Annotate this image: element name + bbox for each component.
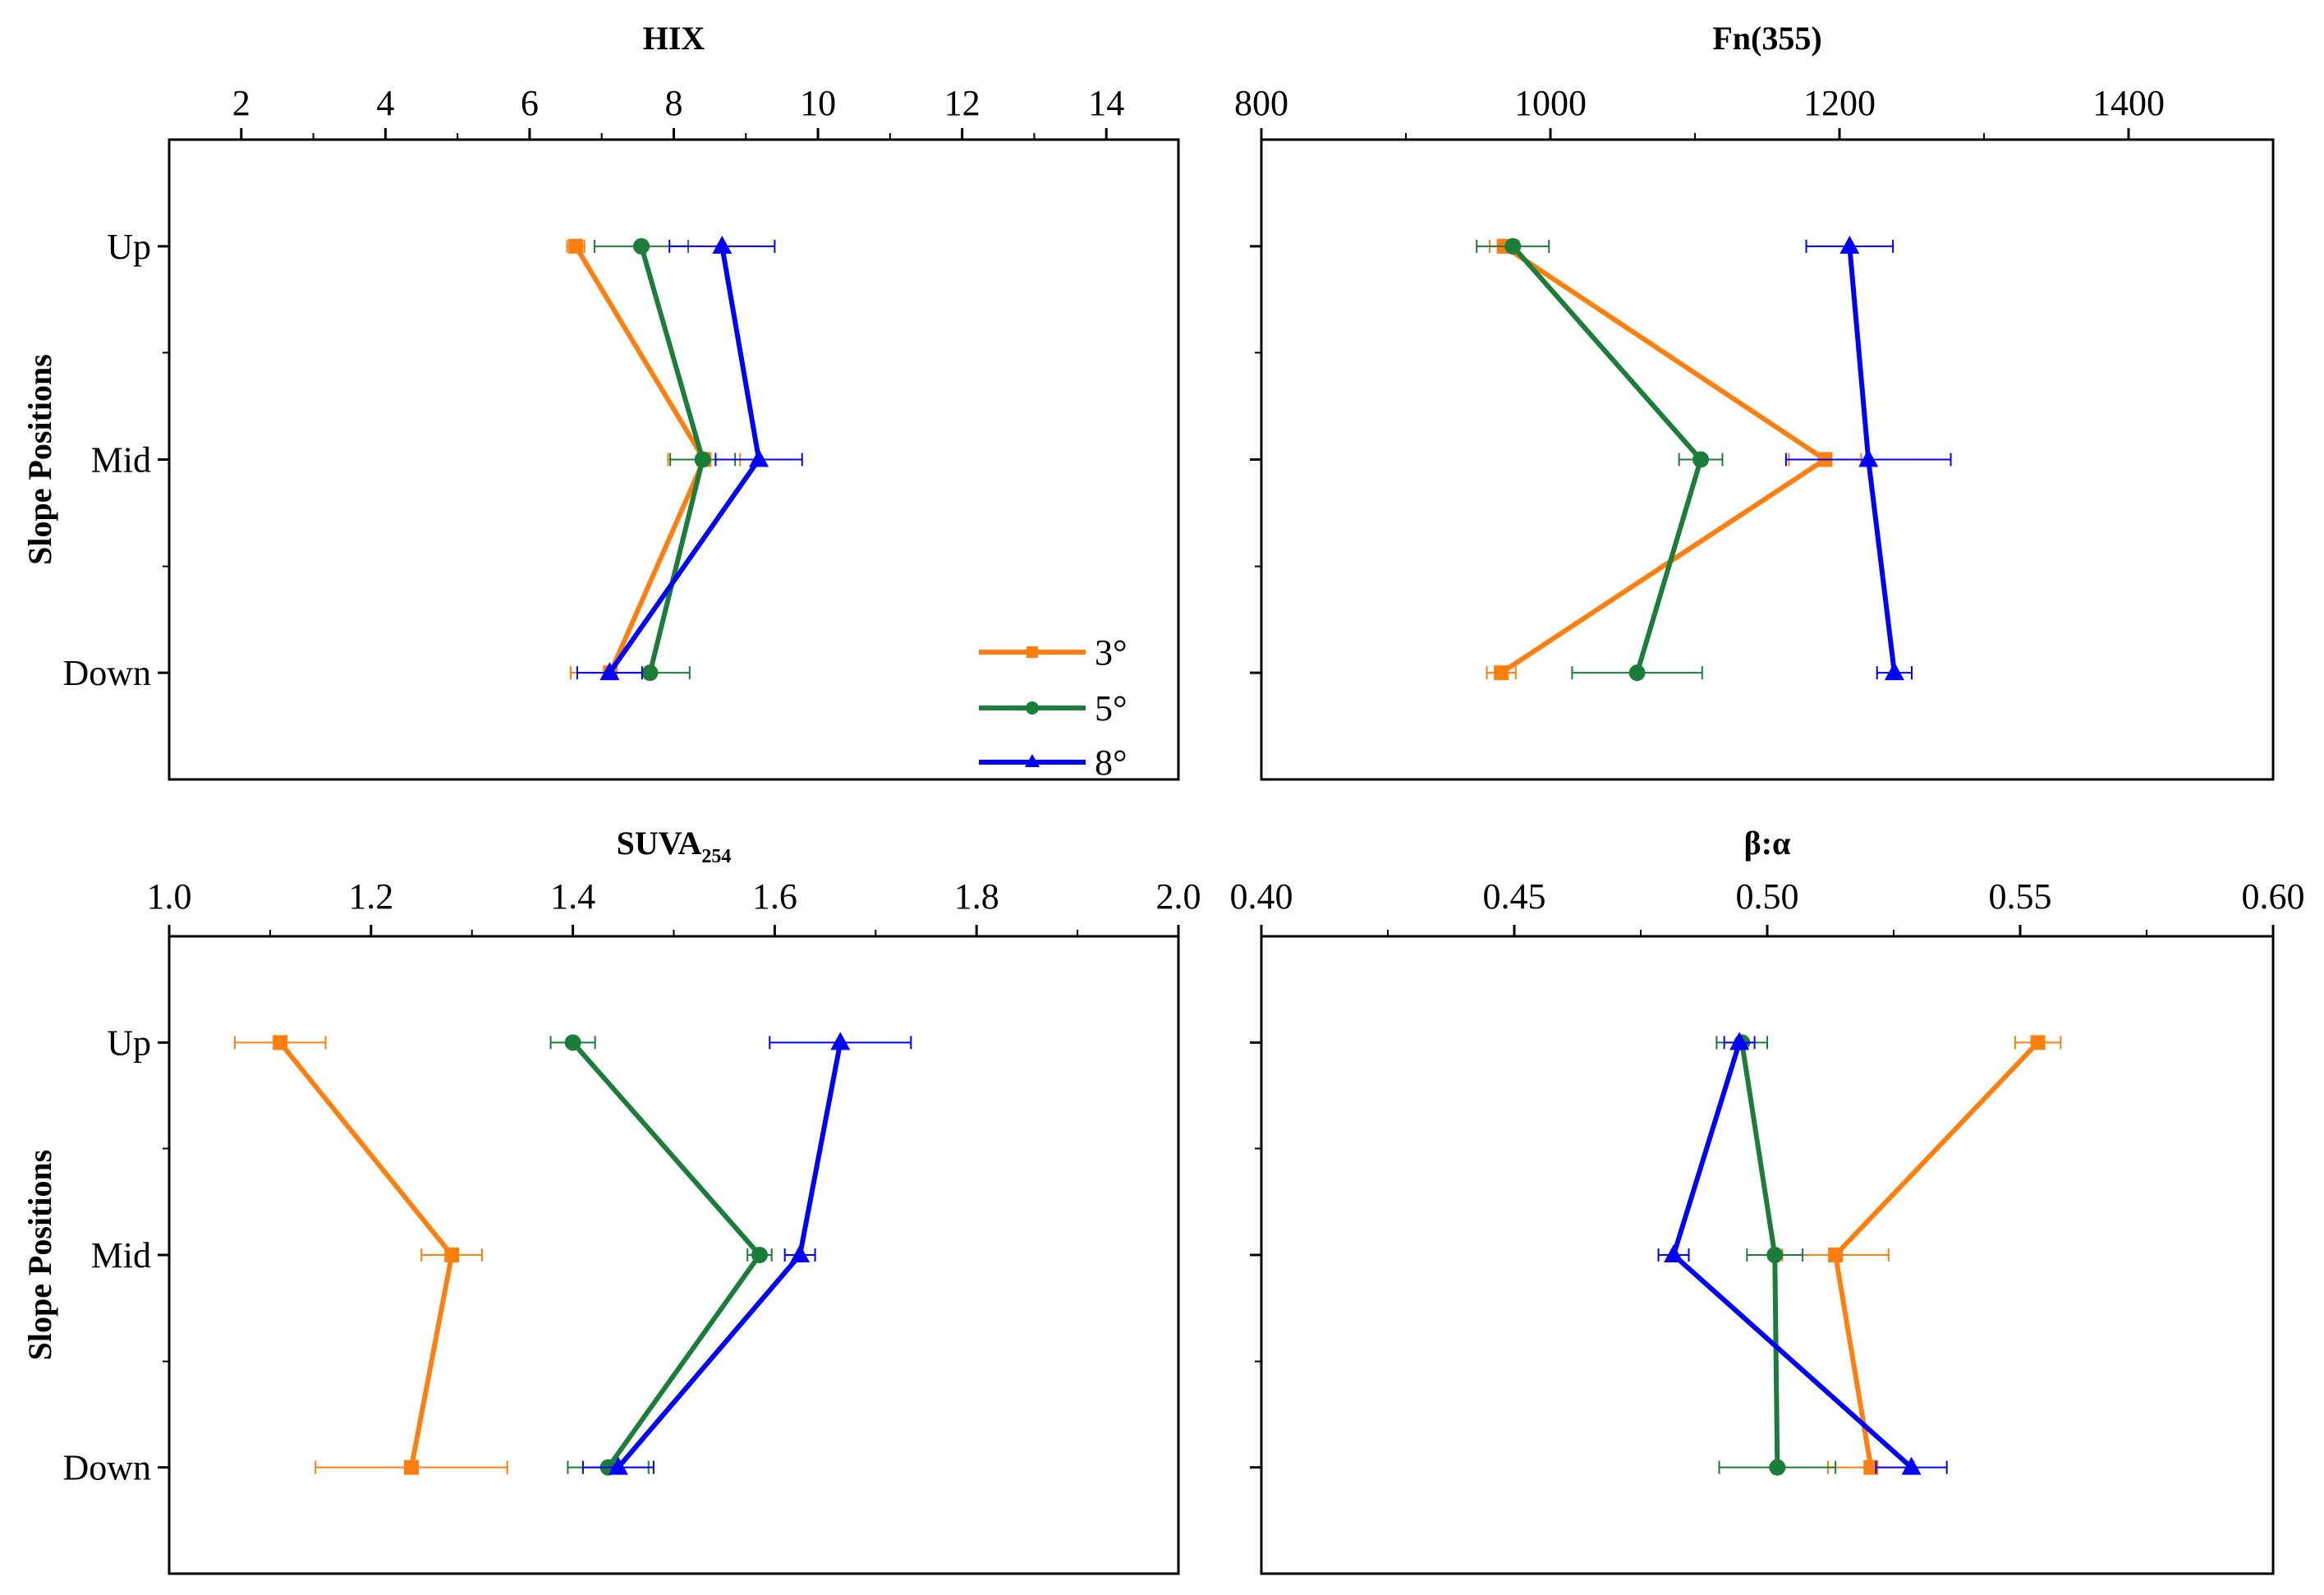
data-point	[403, 1459, 419, 1475]
data-point	[790, 1244, 811, 1262]
panel-title: β:α	[1744, 825, 1791, 862]
data-point	[568, 238, 584, 254]
x-tick-label: 2.0	[1156, 876, 1201, 917]
data-point	[632, 237, 650, 255]
data-point	[608, 1456, 628, 1475]
x-tick-label: 0.60	[2242, 876, 2305, 917]
series-5°	[593, 237, 737, 682]
data-point	[2030, 1035, 2046, 1050]
data-point	[1628, 664, 1646, 682]
data-point	[273, 1035, 288, 1050]
data-point	[444, 1248, 460, 1262]
series-5°	[1476, 237, 1724, 682]
x-tick-label: 14	[1088, 83, 1124, 123]
series-8°	[576, 235, 803, 681]
plot-frame	[168, 935, 1180, 1575]
panel-title-main: β:α	[1744, 825, 1791, 862]
x-tick-label: 0.40	[1230, 876, 1293, 917]
data-point	[1766, 1247, 1784, 1263]
x-tick-label: 12	[944, 83, 981, 123]
panel-title-subscript: 254	[701, 846, 731, 867]
x-tick-label: 1.0	[147, 876, 192, 917]
x-tick-label: 1.8	[954, 876, 999, 917]
x-tick-label: 1.4	[550, 876, 595, 917]
data-point	[1494, 665, 1509, 681]
legend-label-5deg: 5°	[1095, 688, 1128, 729]
y-tick-label-mid: Mid	[91, 1235, 151, 1276]
panel-title-main: Fn(355)	[1712, 20, 1821, 57]
series-8°	[1657, 1032, 1948, 1475]
series-5°	[549, 1034, 773, 1476]
y-tick-label-up: Up	[107, 227, 151, 267]
data-point	[1901, 1456, 1922, 1475]
series-3°	[1781, 1035, 2062, 1475]
x-tick-label: 0.50	[1736, 876, 1799, 917]
data-point	[1504, 237, 1522, 255]
data-point	[1884, 662, 1904, 681]
series-3°	[233, 1035, 508, 1475]
chart-panels: HIX 2 4 6 8 10 12 14 Up Mid Down Slope Positions Fn(…	[21, 20, 2305, 1575]
x-tick-label: 8	[665, 83, 683, 123]
data-point	[1692, 451, 1710, 468]
x-tick-label: 1000	[1514, 83, 1587, 123]
panel-3: SUVA254 1.0 1.2 1.4 1.6 1.8 2.0 Up Mid Down Slope …	[21, 825, 1201, 1575]
series-line	[1500, 244, 1828, 675]
y-tick-label-down: Down	[62, 653, 151, 693]
y-tick-label-up: Up	[107, 1023, 151, 1063]
panel-1: HIX 2 4 6 8 10 12 14 Up Mid Down Slope Positions	[21, 20, 1180, 781]
panel-title: HIX	[643, 20, 705, 57]
data-point	[1664, 1244, 1684, 1262]
x-tick-label: 0.55	[1989, 876, 2052, 917]
x-tick-label: 800	[1234, 83, 1288, 123]
plot-frame	[1260, 138, 2275, 781]
x-tick-label: 2	[232, 83, 250, 123]
panel-4: β:α 0.40 0.45 0.50 0.55 0.60	[1230, 825, 2305, 1575]
data-point	[599, 662, 620, 681]
panel-title-main: SUVA	[617, 825, 702, 862]
panel-title-main: HIX	[643, 20, 705, 57]
panel-title: SUVA254	[617, 825, 732, 867]
legend-label-3deg: 3°	[1095, 632, 1128, 673]
legend-entry-3deg: 3°	[979, 632, 1128, 673]
x-tick-label: 10	[800, 83, 836, 123]
series-line	[1510, 244, 1704, 673]
data-point	[1828, 1248, 1844, 1262]
x-tick-label: 6	[521, 83, 539, 123]
legend-label-8deg: 8°	[1095, 742, 1128, 783]
x-tick-label: 0.45	[1483, 876, 1546, 917]
legend: 3° 5° 8°	[979, 632, 1128, 783]
data-point	[1858, 448, 1879, 467]
data-point	[751, 1247, 768, 1263]
data-point	[1863, 1459, 1879, 1475]
panel-title: Fn(355)	[1712, 20, 1821, 57]
panel-2: Fn(355) 800 1000 1200 1400	[1234, 20, 2275, 781]
data-point	[641, 664, 659, 682]
y-axis-label: Slope Positions	[21, 354, 58, 565]
x-tick-label: 4	[376, 83, 394, 123]
x-tick-label: 1.2	[348, 876, 393, 917]
y-tick-label-down: Down	[62, 1448, 151, 1488]
x-tick-label: 1.6	[752, 876, 797, 917]
series-8°	[581, 1032, 912, 1475]
data-point	[1769, 1459, 1786, 1476]
data-point	[1729, 1032, 1750, 1050]
x-tick-label: 1200	[1803, 83, 1876, 123]
data-point	[694, 451, 711, 468]
legend-entry-5deg: 5°	[979, 688, 1128, 729]
series-line	[571, 1041, 762, 1469]
y-tick-label-mid: Mid	[91, 440, 151, 480]
data-point	[749, 448, 769, 467]
legend-entry-8deg: 8°	[979, 742, 1128, 783]
y-axis-label: Slope Positions	[21, 1150, 58, 1361]
x-tick-label: 1400	[2092, 83, 2165, 123]
data-point	[830, 1032, 851, 1050]
data-point	[712, 235, 733, 254]
data-point	[564, 1034, 581, 1051]
series-8°	[1784, 235, 1952, 681]
data-point	[1839, 235, 1860, 254]
